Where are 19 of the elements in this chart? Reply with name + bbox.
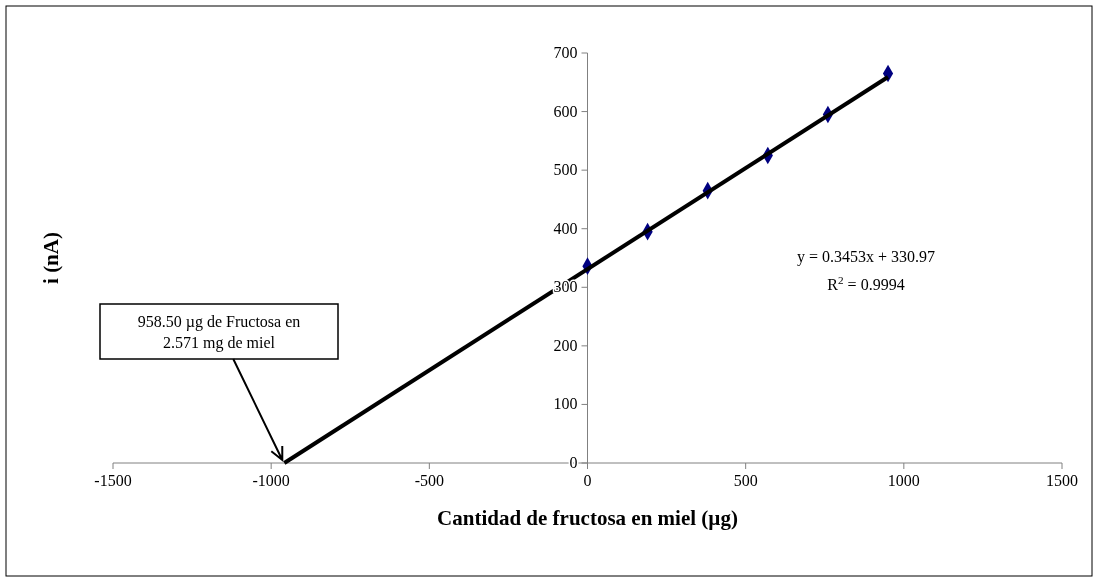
y-tick-label: 100	[553, 395, 578, 413]
y-tick-label: 500	[553, 161, 578, 179]
y-tick-label: 400	[553, 219, 578, 237]
y-tick-label: 700	[553, 44, 578, 61]
annotation: y = 0.3453x + 330.97	[796, 248, 936, 266]
x-tick-label: 1500	[1046, 472, 1078, 489]
x-tick-label: 1000	[887, 472, 920, 489]
y-axis-title: i (nA)	[39, 232, 63, 284]
x-axis-title: Cantidad de fructosa en miel (µg)	[437, 506, 738, 530]
x-tick-label: 500	[733, 472, 758, 489]
annotation: R$^{2}$ = 0.9994	[827, 274, 905, 293]
x-tick-label: 0	[583, 472, 592, 489]
x-tick-label: -1500	[94, 472, 132, 489]
y-tick-label: 200	[553, 336, 578, 354]
annotation: 958.50 µg de Fructosa en 2.571 mg de miel	[137, 313, 301, 352]
x-tick-label: -1000	[252, 472, 290, 489]
y-tick-label: 0	[569, 454, 578, 471]
x-tick-label: -500	[414, 472, 444, 489]
y-tick-label: 600	[553, 102, 578, 120]
